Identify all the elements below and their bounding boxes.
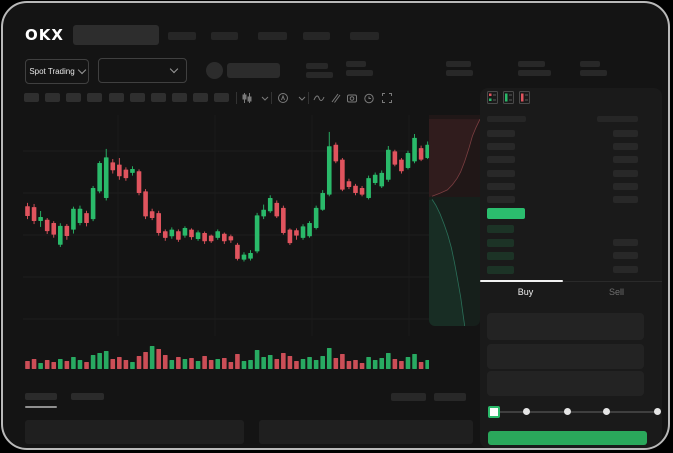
orderbook-bid-row[interactable] [480, 265, 662, 274]
slider-step-dot[interactable] [603, 408, 610, 415]
timeframe-button[interactable] [45, 93, 60, 102]
last-price-bar[interactable] [487, 208, 525, 219]
bottom-action-button[interactable] [391, 393, 426, 401]
amount-slider-track[interactable] [492, 411, 659, 413]
volume-chart[interactable] [23, 342, 429, 370]
ticker-stat-low [518, 61, 551, 79]
orderbook-ask-row[interactable] [480, 196, 662, 204]
orderbook-ask-row[interactable] [480, 183, 662, 191]
nav-item-placeholder[interactable] [211, 32, 238, 40]
pair-name-placeholder [227, 63, 280, 78]
timeframe-button[interactable] [172, 93, 187, 102]
orderbook-bid-row[interactable] [480, 238, 662, 247]
ticker-stat-volume [580, 61, 607, 79]
tab-sell[interactable]: Sell [608, 287, 624, 297]
book-bids-icon[interactable] [503, 91, 514, 104]
chevron-down-icon[interactable] [296, 92, 308, 104]
orderbook-header-price [487, 116, 526, 122]
pair-selector-dropdown[interactable] [98, 58, 187, 83]
bottom-tab-active-indicator [25, 406, 57, 408]
book-both-icon[interactable] [487, 91, 498, 104]
orderbook-ask-row[interactable] [480, 169, 662, 178]
slider-step-dot[interactable] [654, 408, 661, 415]
orderbook-ask-row[interactable] [480, 143, 662, 151]
nav-item-placeholder[interactable] [350, 32, 379, 40]
slider-step-dot[interactable] [564, 408, 571, 415]
ticker-stat-price [306, 63, 333, 81]
tabs-divider [480, 281, 662, 282]
chevron-down-icon [77, 65, 86, 75]
timeframe-button[interactable] [87, 93, 102, 102]
line-style-icon[interactable] [313, 92, 325, 104]
market-type-label: Spot Trading [29, 67, 75, 76]
timeframe-button[interactable] [66, 93, 81, 102]
candlestick-chart[interactable] [23, 115, 429, 336]
book-asks-icon[interactable] [519, 91, 530, 104]
timeframe-button[interactable] [151, 93, 166, 102]
ticker-stat-change [346, 61, 373, 79]
bottom-tab-history[interactable] [71, 393, 104, 400]
amount-slider-handle[interactable] [488, 406, 500, 418]
depth-chart-panel[interactable] [429, 115, 480, 326]
chevron-down-icon [169, 64, 179, 74]
timeframe-button[interactable] [24, 93, 39, 102]
camera-icon[interactable] [346, 92, 358, 104]
search-box[interactable] [73, 25, 159, 45]
candlestick-chart-icon[interactable] [241, 92, 253, 104]
timeframe-button[interactable] [130, 93, 145, 102]
trade-panel: Buy Sell [480, 88, 662, 448]
timeframe-button[interactable] [109, 93, 124, 102]
price-input[interactable] [487, 313, 644, 340]
bottom-tab-orders[interactable] [25, 393, 57, 400]
bottom-panel-right [259, 420, 473, 444]
okx-logo: OKX [25, 26, 64, 44]
bottom-panel-left [25, 420, 244, 444]
orderbook-ask-row[interactable] [480, 129, 662, 138]
total-input[interactable] [487, 371, 644, 396]
nav-item-placeholder[interactable] [303, 32, 330, 40]
indicators-icon[interactable] [277, 92, 289, 104]
toolbar-divider [236, 92, 237, 104]
bottom-action-button[interactable] [434, 393, 466, 401]
timer-icon[interactable] [363, 92, 375, 104]
toolbar-divider [271, 92, 272, 104]
depth-chart [429, 119, 480, 326]
buy-submit-button[interactable] [488, 431, 647, 445]
orderbook-ask-row[interactable] [480, 156, 662, 164]
slider-step-dot[interactable] [523, 408, 530, 415]
orderbook-bid-row[interactable] [480, 252, 662, 260]
nav-item-placeholder[interactable] [258, 32, 287, 40]
tab-buy[interactable]: Buy [517, 287, 534, 297]
timeframe-button[interactable] [214, 93, 229, 102]
coin-logo-placeholder [206, 62, 223, 79]
market-type-dropdown[interactable]: Spot Trading [25, 59, 89, 84]
nav-item-placeholder[interactable] [168, 32, 196, 40]
buy-tab-active-indicator [480, 280, 563, 282]
chevron-down-icon[interactable] [259, 92, 271, 104]
orderbook-header-amount [597, 116, 638, 122]
drawing-tools-icon[interactable] [329, 92, 341, 104]
toolbar-divider [308, 92, 309, 104]
amount-input[interactable] [487, 344, 644, 369]
ticker-stat-high [446, 61, 473, 79]
depth-ask-tint [429, 115, 480, 197]
fullscreen-icon[interactable] [381, 92, 393, 104]
orderbook-bid-row[interactable] [480, 224, 662, 233]
timeframe-button[interactable] [193, 93, 208, 102]
